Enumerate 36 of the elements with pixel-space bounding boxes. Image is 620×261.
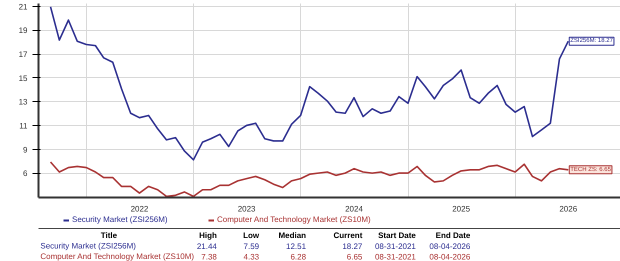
text: High [199, 231, 217, 240]
text: 7.59 [244, 242, 260, 251]
legend-label: Security Market (ZSI256M) [72, 215, 168, 224]
text: Title [100, 231, 118, 240]
text: 08-04-2026 [429, 252, 471, 261]
y-tick-label: 19 [18, 26, 28, 36]
text: 21.44 [196, 242, 218, 251]
text: 08-31-2021 [374, 242, 416, 251]
text: Start Date [378, 231, 416, 240]
y-tick-label: 9 [23, 145, 28, 154]
x-tick-label: 2026 [559, 204, 578, 214]
text: Security Market (ZSI256M) [40, 242, 136, 250]
x-tick-label: 2023 [238, 204, 256, 214]
y-tick-label: 6 [23, 169, 28, 178]
legend-label: Computer And Technology Market (ZS10M) [217, 215, 371, 224]
y-tick-label: 21 [18, 2, 28, 12]
text: Computer And Technology Market (ZS10M) [40, 252, 194, 261]
text: 08-31-2021 [374, 252, 416, 261]
text: Current [333, 231, 363, 240]
text: 6.28 [290, 252, 307, 261]
y-tick-label: 17 [18, 50, 28, 60]
text: 7.38 [201, 252, 218, 261]
text: Median [278, 231, 306, 240]
text: 08-04-2026 [429, 242, 471, 251]
y-tick-label: 11 [19, 122, 28, 131]
y-tick-label: 13 [18, 98, 28, 107]
x-tick-label: 2022 [130, 204, 149, 214]
text: End Date [436, 231, 471, 240]
text: 18.27 [342, 242, 363, 251]
text: 12.51 [286, 242, 307, 251]
text: 6.65 [346, 252, 363, 261]
y-tick-label: 15 [18, 74, 28, 83]
text: Low [243, 231, 260, 240]
text: 4.33 [244, 252, 260, 261]
x-tick-label: 2025 [452, 204, 471, 214]
x-tick-label: 2024 [345, 204, 364, 214]
